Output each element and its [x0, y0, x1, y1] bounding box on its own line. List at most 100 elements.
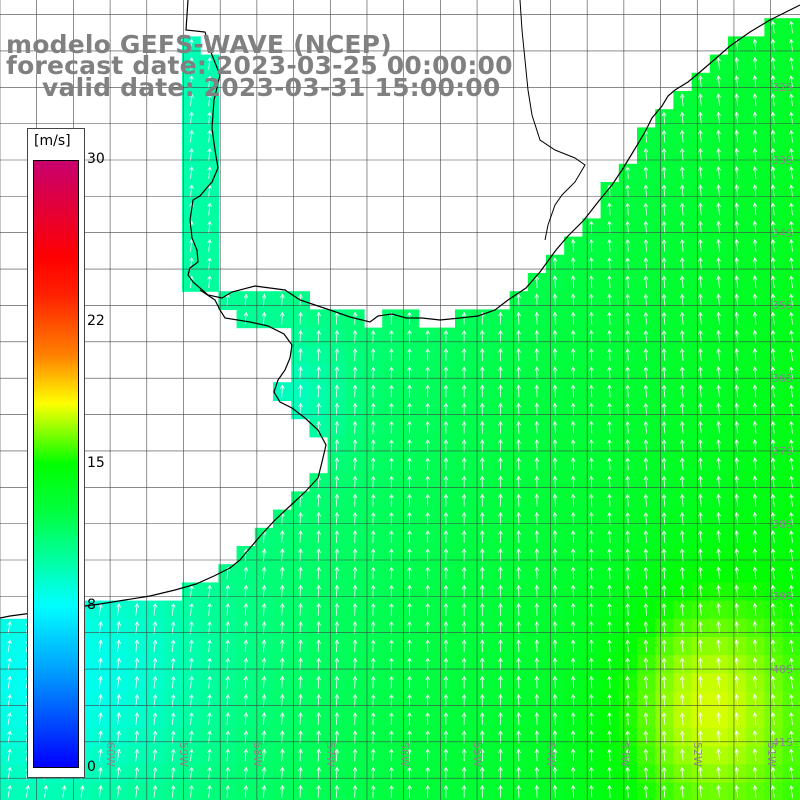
wind-arrow [789, 748, 794, 762]
wind-arrow [552, 566, 558, 580]
wind-arrow [279, 657, 285, 671]
wind-arrow [570, 311, 576, 325]
wind-arrow [680, 693, 685, 707]
wind-arrow [716, 129, 721, 143]
wind-arrow [461, 420, 467, 434]
wind-arrow [716, 784, 721, 798]
wind-arrow [625, 220, 630, 234]
wind-arrow [461, 493, 467, 507]
wind-arrow [389, 511, 394, 525]
wind-arrow [734, 657, 740, 671]
wind-arrow [716, 712, 721, 725]
wind-arrow [589, 420, 594, 434]
wind-arrow [170, 748, 176, 762]
wind-arrow [207, 166, 212, 179]
wind-arrow [516, 366, 521, 380]
wind-arrow [552, 402, 558, 416]
wind-arrow [716, 475, 721, 489]
wind-arrow [189, 784, 194, 798]
wind-cell [782, 691, 800, 711]
wind-arrow [479, 621, 485, 634]
wind-arrow [534, 348, 540, 361]
wind-arrow [770, 766, 776, 780]
wind-arrow [752, 238, 758, 252]
wind-arrow [770, 493, 776, 507]
wind-arrow [643, 329, 649, 343]
wind-arrow [698, 366, 703, 380]
wind-arrow [498, 493, 503, 507]
wind-arrow [661, 730, 667, 744]
wind-arrow [661, 147, 667, 161]
wind-arrow [189, 184, 194, 198]
wind-arrow [589, 475, 594, 489]
wind-arrow [643, 675, 649, 689]
wind-arrow [716, 675, 721, 689]
wind-arrow [698, 402, 703, 416]
wind-arrow [770, 530, 776, 543]
wind-arrow [752, 93, 758, 107]
wind-arrow [625, 548, 630, 562]
wind-arrow [516, 693, 521, 707]
wind-arrow [661, 548, 667, 562]
wind-arrow [407, 712, 412, 725]
wind-arrow [516, 420, 521, 434]
wind-arrow [461, 675, 467, 689]
wind-arrow [261, 548, 267, 562]
wind-arrow [661, 639, 667, 653]
wind-arrow [298, 748, 303, 762]
wind-arrow [752, 493, 758, 507]
wind-arrow [225, 602, 230, 616]
wind-arrow [461, 712, 467, 725]
wind-arrow [298, 566, 303, 580]
wind-cell [782, 72, 800, 92]
wind-arrow [334, 602, 340, 616]
wind-arrow [279, 675, 285, 689]
wind-arrow [716, 220, 721, 234]
wind-arrow [680, 748, 685, 762]
wind-arrow [389, 566, 394, 580]
wind-arrow [752, 675, 758, 689]
wind-arrow [716, 602, 721, 616]
wind-arrow [407, 439, 412, 452]
wind-arrow [534, 530, 540, 543]
wind-arrow [443, 621, 449, 634]
wind-arrow [170, 675, 176, 689]
wind-arrow [734, 111, 740, 125]
wind-arrow [170, 784, 176, 798]
wind-arrow [279, 693, 285, 707]
wind-arrow [425, 657, 430, 671]
wind-arrow [534, 712, 540, 725]
wind-arrow [552, 548, 558, 562]
wind-arrow [407, 602, 412, 616]
wind-arrow [516, 548, 521, 562]
wind-arrow [479, 475, 485, 489]
wind-arrow [552, 257, 558, 270]
wind-arrow [734, 75, 740, 88]
wind-arrow [479, 548, 485, 562]
wind-arrow [770, 202, 776, 216]
wind-arrow [443, 548, 449, 562]
wind-arrow [589, 493, 594, 507]
wind-arrow [789, 202, 794, 216]
wind-arrow [789, 293, 794, 307]
wind-arrow [498, 348, 503, 361]
wind-arrow [425, 712, 430, 725]
wind-arrow [570, 748, 576, 762]
wind-arrow [698, 147, 703, 161]
longitude-label: 53W [618, 742, 631, 767]
wind-arrow [479, 639, 485, 653]
wind-arrow [389, 784, 394, 798]
wind-cell [782, 546, 800, 565]
latitude-label: 36S [772, 372, 793, 385]
wind-arrow [716, 275, 721, 289]
wind-cell [782, 473, 800, 492]
wind-arrow [607, 621, 612, 634]
wind-arrow [789, 311, 794, 325]
wind-arrow [698, 475, 703, 489]
wind-arrow [389, 602, 394, 616]
wind-arrow [752, 275, 758, 289]
wind-arrow [261, 584, 267, 598]
wind-arrow [607, 511, 612, 525]
wind-arrow [734, 56, 740, 70]
